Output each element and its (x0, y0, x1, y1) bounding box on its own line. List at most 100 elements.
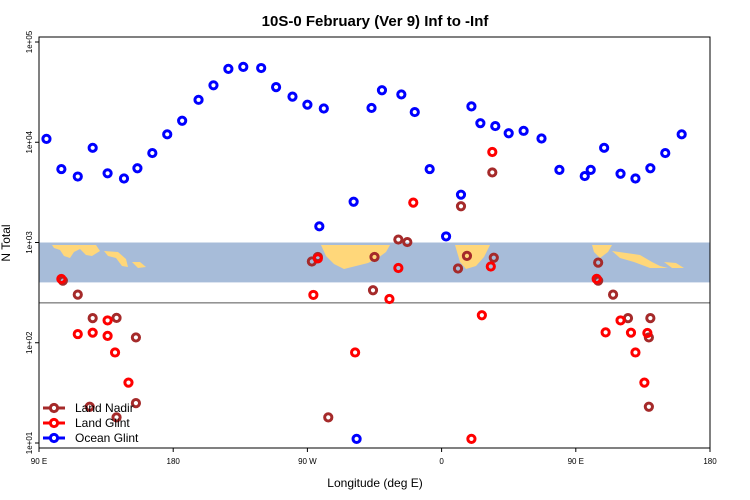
land-nadir-point (488, 252, 499, 263)
ocean-glint-point (676, 129, 687, 140)
land-glint-point (109, 347, 121, 358)
chart-title: 10S-0 February (Ver 9) Inf to -Inf (262, 13, 490, 30)
islands-land-1 (132, 262, 146, 268)
land-glint-point (591, 273, 602, 284)
islands-land-2 (664, 262, 684, 268)
ocean-glint-point (270, 81, 282, 93)
ocean-glint-point (348, 196, 359, 207)
land-nadir-point (487, 167, 498, 178)
ocean-glint-point (455, 189, 467, 200)
ocean-glint-point (177, 115, 188, 126)
ocean-glint-point (147, 147, 158, 159)
land-nadir-point (84, 401, 95, 412)
ocean-glint-point (585, 164, 596, 175)
ocean-glint-point (503, 128, 514, 139)
ocean-glint-point (256, 62, 267, 74)
y-tick-label: 1e+02 (25, 331, 34, 354)
png-land-2 (612, 251, 668, 268)
y-axis: 1e+01 1e+02 1e+03 1e+04 1e+05 (25, 30, 39, 454)
ocean-glint-point (118, 173, 130, 184)
land-nadir-point (593, 257, 604, 268)
australia-land-2 (592, 245, 612, 258)
ocean-glint-point (318, 103, 329, 114)
ocean-glint-point (599, 142, 610, 153)
land-glint-point (487, 146, 498, 158)
land-nadir-point (607, 289, 619, 300)
land-nadir-point (645, 313, 656, 324)
land-nadir-point (461, 250, 473, 262)
land-glint-point (393, 262, 404, 274)
map-strip (39, 242, 710, 283)
ocean-glint-point (162, 129, 173, 140)
land-nadir-point (111, 412, 122, 423)
ocean-glint-point (302, 99, 313, 110)
land-glint-point (600, 327, 611, 338)
land-glint-point (312, 253, 323, 264)
land-glint-point (630, 347, 641, 358)
land-glint-point (350, 347, 361, 358)
land-glint-point (642, 327, 653, 339)
ocean-glint-point (287, 91, 298, 102)
x-tick-label: 90 W (298, 457, 317, 466)
x-tick-label: 180 (167, 457, 181, 466)
land-glint-point (466, 433, 477, 444)
ocean-glint-point (223, 63, 234, 74)
australia-land-1 (52, 245, 100, 258)
land-glint-point (615, 315, 626, 326)
land-glint-point (123, 377, 134, 388)
land-nadir-point (452, 263, 464, 274)
x-tick-label: 180 (703, 457, 717, 466)
land-nadir-point (323, 412, 334, 423)
y-tick-label: 1e+03 (25, 231, 34, 254)
ocean-glint-point (424, 163, 435, 175)
land-nadir-point (367, 285, 379, 296)
land-nadir-legend-label: Land Nadir (75, 401, 134, 415)
land-glint-legend-label: Land Glint (75, 416, 130, 430)
ocean-glint-point (554, 164, 565, 175)
land-nadir-legend-marker (48, 402, 60, 414)
x-tick-label: 90 E (31, 457, 47, 466)
ocean-glint-point (518, 125, 529, 136)
land-glint-point (384, 293, 395, 305)
land-nadir-point (130, 332, 142, 343)
land-nadir-point (87, 313, 98, 324)
land-glint-point (72, 328, 83, 340)
ocean-glint-point (193, 94, 204, 105)
ocean-glint-point (660, 147, 671, 159)
ocean-glint-point (466, 101, 477, 112)
ocean-glint-legend-marker (48, 432, 60, 444)
ocean-glint-point (615, 168, 626, 179)
x-tick-label: 0 (439, 457, 444, 466)
ocean-glint-point (366, 102, 377, 114)
y-tick-label: 1e+05 (25, 30, 34, 53)
ocean-glint-point (238, 61, 249, 72)
data-points (41, 61, 687, 444)
land-glint-legend-marker (48, 417, 60, 429)
land-glint-point (102, 330, 113, 342)
ocean-glint-point (102, 168, 113, 179)
land-glint-point (308, 289, 319, 301)
ocean-glint-point (475, 118, 486, 129)
x-axis-label: Longitude (deg E) (327, 476, 422, 490)
land-nadir-point (393, 234, 404, 245)
y-axis-label: N Total (0, 224, 13, 261)
ocean-glint-point (409, 106, 420, 118)
land-nadir-point (130, 397, 142, 409)
land-nadir-point (455, 201, 467, 212)
ocean-glint-point (314, 221, 325, 232)
africa-land (455, 245, 490, 269)
ocean-glint-point (376, 85, 388, 96)
png-land-1 (104, 251, 128, 267)
ocean-glint-point (490, 120, 501, 132)
y-tick-label: 1e+04 (25, 130, 34, 153)
land-glint-point (476, 310, 487, 321)
ocean-glint-point (351, 433, 362, 444)
ocean-glint-point (579, 170, 590, 182)
land-glint-point (87, 327, 98, 338)
land-nadir-point (369, 251, 380, 263)
land-glint-point (625, 327, 637, 338)
land-glint-point (485, 261, 496, 272)
ocean-glint-point (72, 171, 83, 182)
